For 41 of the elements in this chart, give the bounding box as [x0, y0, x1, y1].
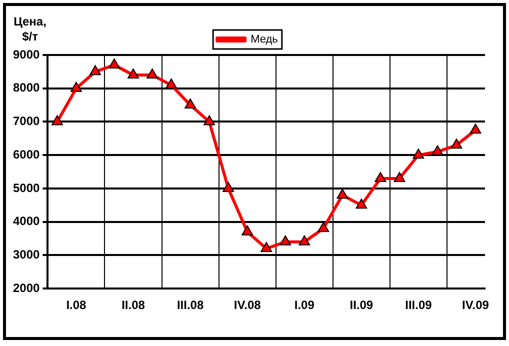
legend-label: Медь	[250, 34, 278, 46]
x-tick-label: II.08	[122, 298, 146, 312]
y-tick-label: 5000	[12, 180, 40, 195]
x-tick-label: IV.08	[234, 298, 262, 312]
point	[336, 188, 348, 199]
x-tick-label: III.08	[176, 298, 204, 312]
point	[128, 68, 139, 79]
y-axis-title: Цена, $/т	[14, 14, 46, 44]
point	[90, 65, 101, 76]
point	[70, 82, 82, 92]
point	[280, 235, 292, 246]
point	[260, 242, 272, 252]
x-tick-label: II.09	[350, 298, 374, 312]
y-tick-label: 6000	[12, 147, 40, 162]
point	[52, 115, 63, 126]
x-tick-label: III.09	[405, 298, 432, 312]
point	[450, 138, 462, 149]
y-tick-label: 7000	[12, 114, 40, 128]
point	[298, 235, 310, 246]
x-tick-label: I.09	[294, 298, 315, 312]
point	[318, 222, 330, 232]
point	[394, 172, 406, 182]
y-tick-label: 2000	[12, 280, 40, 295]
point	[374, 172, 386, 182]
point	[356, 198, 368, 209]
y-tick-label: 9000	[12, 47, 40, 62]
point	[204, 115, 216, 126]
point	[184, 98, 196, 109]
point	[470, 124, 482, 134]
x-tick-label: IV.09	[462, 298, 490, 312]
point	[146, 68, 158, 79]
x-tick-label: I.08	[66, 298, 87, 312]
y-tick-label: 3000	[12, 248, 40, 262]
point	[242, 225, 254, 236]
point	[412, 148, 424, 159]
point	[432, 145, 444, 156]
y-tick-label: 4000	[12, 214, 40, 228]
point	[166, 78, 177, 89]
y-tick-label: 8000	[12, 80, 40, 95]
point	[108, 58, 120, 69]
point	[222, 182, 234, 192]
